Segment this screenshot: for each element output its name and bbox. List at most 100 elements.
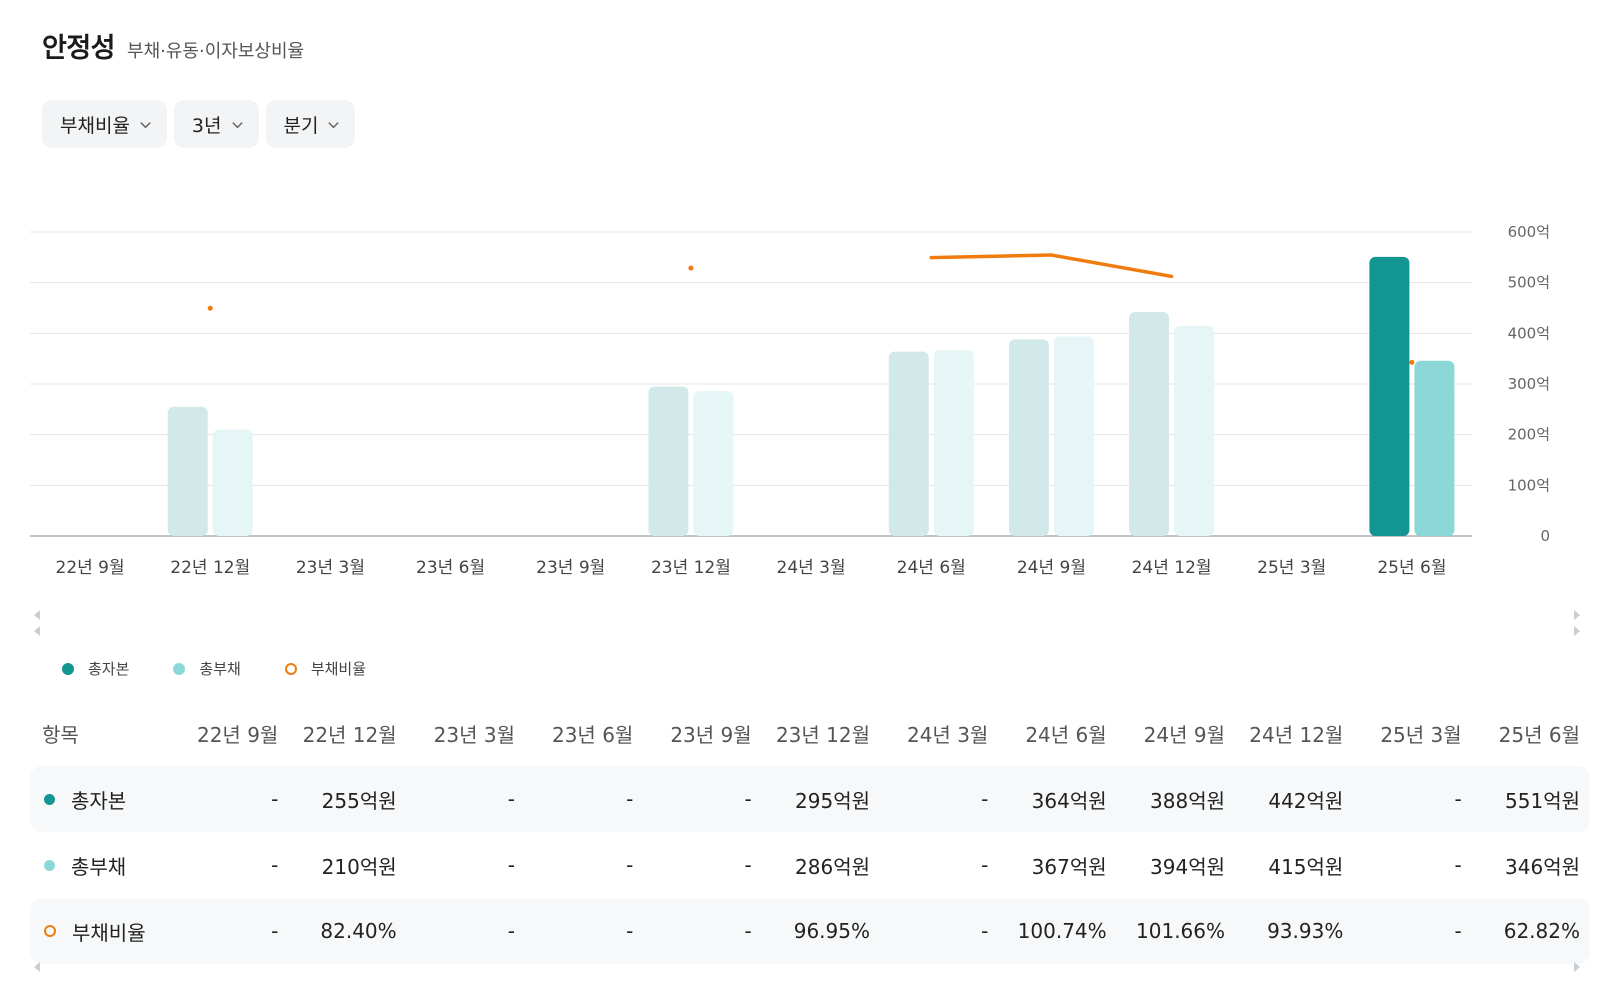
x-tick-label: 22년 12월 (170, 558, 250, 578)
table-cell: - (626, 919, 634, 943)
x-tick-label: 25년 3월 (1257, 558, 1326, 578)
stability-chart: 600억 500억 400억 300억 200억 100억 0 22년 9월 22년 12월 23… (30, 223, 1550, 578)
chevron-left-icon (34, 626, 40, 636)
chart-legend: 총자본 총부채 부채비율 (62, 658, 366, 679)
chevron-right-icon (1574, 626, 1580, 636)
legend-item-debt-ratio[interactable]: 부채비율 (284, 658, 366, 679)
x-tick-label: 24년 3월 (777, 558, 846, 578)
legend-item-equity[interactable]: 총자본 (62, 658, 129, 679)
table-cell: - (1454, 787, 1462, 811)
table-column-header: 23년 3월 (433, 722, 515, 747)
table-scroll-left[interactable] (34, 962, 44, 978)
ratio-point (688, 265, 694, 271)
table-cell: - (626, 853, 634, 877)
row-label-cell: 부채비율 (30, 917, 170, 946)
x-tick-label: 22년 9월 (56, 558, 125, 578)
x-tick-label: 23년 3월 (296, 558, 365, 578)
page-subtitle: 부채·유동·이자보상비율 (127, 41, 305, 62)
chevron-left-icon (34, 962, 40, 972)
ratio-point (1409, 359, 1415, 365)
legend-label: 총부채 (199, 660, 241, 678)
metric-dropdown-label: 부채비율 (60, 114, 130, 137)
chart-scroll-right[interactable] (1574, 610, 1584, 642)
table-cell: - (744, 787, 752, 811)
period-dropdown[interactable]: 3년 (173, 100, 259, 148)
table-row-debt-ratio: 부채비율 - 82.40% - - - 96.95% - 100.74% 101… (30, 898, 1590, 964)
table-row-equity: 총자본 - 255억원 - - - 295억원 - 364억원 388억원 44… (30, 766, 1590, 832)
table-cell: - (1454, 853, 1462, 877)
legend-dot-icon (173, 662, 186, 675)
table-column-header: 25년 3월 (1380, 722, 1462, 747)
legend-item-debt[interactable]: 총부채 (173, 658, 241, 679)
table-scroll-right[interactable] (1574, 962, 1584, 978)
x-tick-label: 23년 6월 (416, 558, 485, 578)
table-cell: - (981, 853, 989, 877)
x-tick-label: 24년 6월 (897, 558, 966, 578)
bar-debt (1414, 360, 1455, 536)
ratio-line-segment (1049, 253, 1174, 279)
table-header: 항목 22년 9월 22년 12월 23년 3월 23년 6월 23년 9월 2… (30, 700, 1590, 766)
table-cell: - (507, 787, 515, 811)
row-label-cell: 총자본 (30, 785, 170, 814)
table-cell: 364억원 (1031, 788, 1107, 813)
table-cell: 100.74% (1017, 919, 1107, 943)
chart-scroll-left[interactable] (34, 610, 44, 642)
table-row-debt: 총부채 - 210억원 - - - 286억원 - 367억원 394억원 41… (30, 832, 1590, 898)
series-ring-icon (44, 925, 56, 937)
table-cell: 388억원 (1150, 788, 1225, 813)
bar-debt (933, 350, 974, 536)
row-label: 총자본 (71, 788, 127, 813)
table-header-label: 항목 (42, 722, 79, 747)
table-cell: - (271, 919, 279, 943)
table-cell: 82.40% (320, 919, 397, 943)
legend-label: 총자본 (88, 660, 130, 678)
legend-dot-icon (62, 662, 74, 675)
y-tick-label: 400억 (1508, 324, 1550, 342)
period-dropdown-label: 3년 (191, 114, 222, 137)
table-column-header: 24년 9월 (1143, 722, 1225, 747)
frequency-dropdown-label: 분기 (283, 114, 319, 137)
metric-dropdown[interactable]: 부채비율 (42, 100, 167, 148)
section-header: 안정성 부채·유동·이자보상비율 (42, 26, 304, 65)
table-cell: - (744, 919, 752, 943)
table-column-header: 24년 12월 (1249, 722, 1344, 747)
table-cell: - (507, 853, 515, 877)
ratio-line-segment (929, 253, 1054, 260)
table-cell: 286억원 (795, 854, 870, 879)
table-column-header: 24년 6월 (1025, 722, 1107, 747)
chevron-down-icon (231, 121, 243, 128)
frequency-dropdown[interactable]: 분기 (265, 100, 356, 148)
y-tick-label: 100억 (1508, 476, 1550, 494)
bar-debt (693, 391, 734, 536)
bar-equity (167, 406, 208, 536)
row-label: 총부채 (71, 854, 127, 879)
table-cell: 96.95% (793, 919, 870, 943)
table-cell: - (271, 853, 279, 877)
series-dot-icon (44, 859, 55, 871)
bar-equity (1129, 312, 1170, 536)
table-cell: - (271, 787, 279, 811)
y-tick-label: 500억 (1508, 274, 1550, 292)
table-cell: 93.93% (1267, 919, 1344, 943)
chevron-down-icon (328, 121, 340, 128)
table-cell: - (626, 787, 634, 811)
ratio-point (207, 305, 213, 311)
table-column-header: 23년 9월 (670, 722, 752, 747)
filter-bar: 부채비율 3년 분기 (42, 100, 356, 148)
bar-debt (1174, 325, 1215, 536)
bar-equity (1369, 256, 1410, 536)
bar-equity (648, 386, 689, 536)
table-cell: 255억원 (321, 788, 397, 813)
bar-debt (212, 429, 253, 536)
table-cell: - (507, 919, 515, 943)
legend-ring-icon (284, 662, 297, 675)
table-cell: 346억원 (1505, 854, 1580, 879)
row-label: 부채비율 (72, 920, 146, 945)
chevron-right-icon (1574, 610, 1580, 620)
x-tick-label: 23년 9월 (536, 558, 605, 578)
y-tick-label: 600억 (1508, 223, 1550, 241)
table-cell: 210억원 (321, 854, 397, 879)
table-cell: - (744, 853, 752, 877)
table-cell: 551억원 (1505, 788, 1580, 813)
table-column-header: 25년 6월 (1498, 722, 1580, 747)
